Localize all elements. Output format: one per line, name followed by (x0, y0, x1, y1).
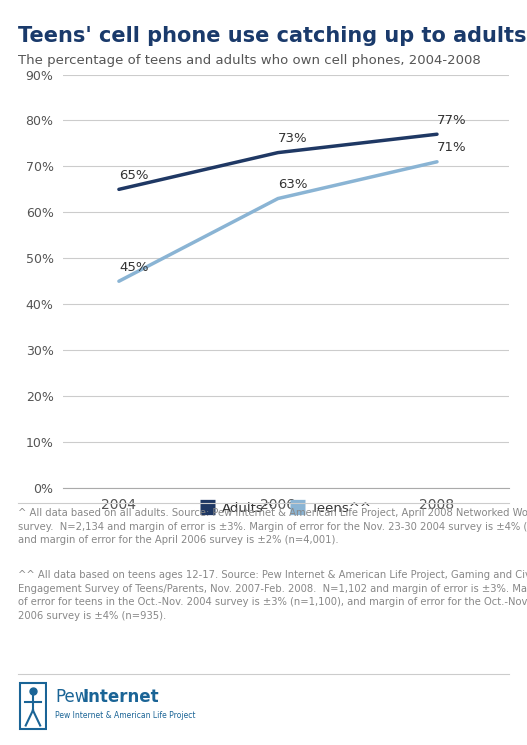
Text: 63%: 63% (278, 178, 307, 191)
Text: Internet: Internet (83, 688, 159, 706)
Text: 73%: 73% (278, 133, 308, 145)
Text: 45%: 45% (119, 261, 149, 274)
Text: ^ All data based on all adults. Source: Pew Internet & American Life Project, Ap: ^ All data based on all adults. Source: … (18, 508, 527, 545)
Text: Teens' cell phone use catching up to adults': Teens' cell phone use catching up to adu… (18, 26, 527, 46)
Legend: Adults^, Teens^^: Adults^, Teens^^ (195, 497, 377, 521)
Text: 71%: 71% (437, 142, 466, 154)
Text: ^^ All data based on teens ages 12-17. Source: Pew Internet & American Life Proj: ^^ All data based on teens ages 12-17. S… (18, 570, 527, 621)
Text: Pew: Pew (55, 688, 89, 706)
Text: 77%: 77% (437, 114, 466, 127)
Text: The percentage of teens and adults who own cell phones, 2004-2008: The percentage of teens and adults who o… (18, 54, 481, 66)
Text: 65%: 65% (119, 169, 149, 182)
Text: Pew Internet & American Life Project: Pew Internet & American Life Project (55, 711, 196, 720)
